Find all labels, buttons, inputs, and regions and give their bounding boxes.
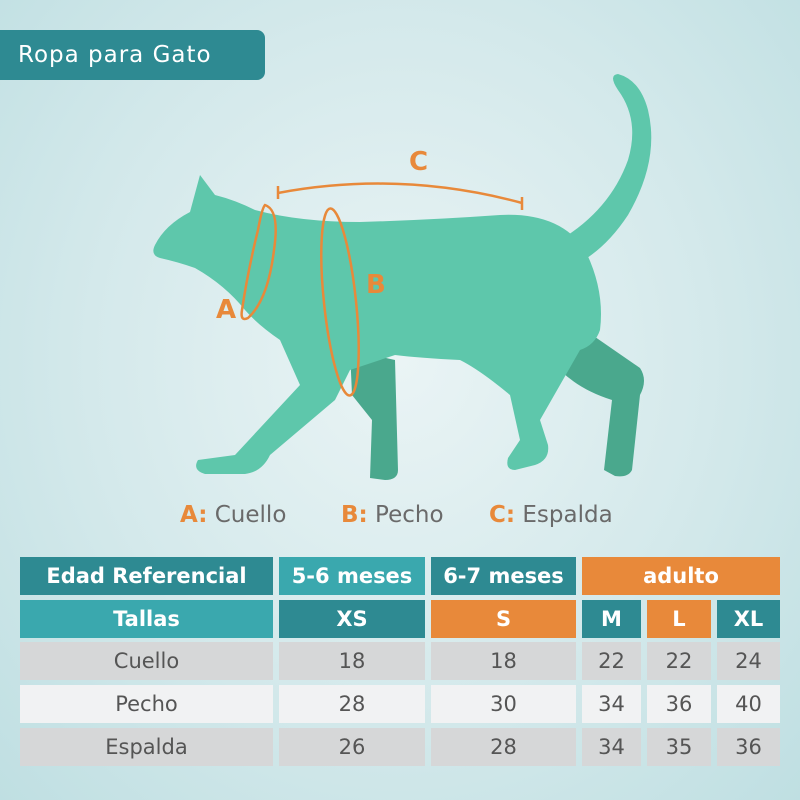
page-title: Ropa para Gato [0, 30, 265, 80]
header-age-label: Edad Referencial [20, 557, 273, 595]
legend-key: A: [180, 502, 208, 528]
legend-text: Espalda [522, 502, 613, 528]
table-cell: 40 [717, 685, 780, 723]
table-cell: 28 [279, 685, 425, 723]
row-label-chest: Pecho [20, 685, 273, 723]
table-cell: 18 [431, 642, 576, 680]
label-a: A [216, 295, 236, 325]
neck-measure-ring [240, 203, 277, 321]
cat-front-leg-far [350, 350, 398, 480]
table-cell: 28 [431, 728, 576, 766]
table-cell: 36 [717, 728, 780, 766]
legend-key: B: [341, 502, 368, 528]
header-size-l: L [647, 600, 711, 638]
chest-measure-ring [320, 207, 360, 397]
header-sizes-label: Tallas [20, 600, 273, 638]
header-size-m: M [582, 600, 641, 638]
table-cell: 34 [582, 728, 641, 766]
row-label-neck: Cuello [20, 642, 273, 680]
header-age-xs: 5-6 meses [279, 557, 425, 595]
table-cell: 22 [647, 642, 711, 680]
table-cell: 24 [717, 642, 780, 680]
row-label-back: Espalda [20, 728, 273, 766]
table-cell: 26 [279, 728, 425, 766]
back-measure-line [277, 182, 523, 205]
table-cell: 22 [582, 642, 641, 680]
cat-tail [560, 74, 652, 265]
table-cell: 18 [279, 642, 425, 680]
label-b: B [366, 270, 386, 300]
header-size-xl: XL [717, 600, 780, 638]
table-cell: 35 [647, 728, 711, 766]
legend-back: C: Espalda [489, 502, 613, 528]
header-age-s: 6-7 meses [431, 557, 576, 595]
legend-chest: B: Pecho [341, 502, 444, 528]
table-cell: 30 [431, 685, 576, 723]
header-age-adult: adulto [582, 557, 780, 595]
legend-text: Cuello [214, 502, 287, 528]
cat-back-leg-far [560, 330, 644, 477]
legend-neck: A: Cuello [180, 502, 286, 528]
legend-text: Pecho [375, 502, 444, 528]
legend-key: C: [489, 502, 516, 528]
header-size-s: S [431, 600, 576, 638]
table-cell: 36 [647, 685, 711, 723]
header-size-xs: XS [279, 600, 425, 638]
label-c: C [409, 147, 428, 177]
table-cell: 34 [582, 685, 641, 723]
cat-body [153, 175, 602, 474]
